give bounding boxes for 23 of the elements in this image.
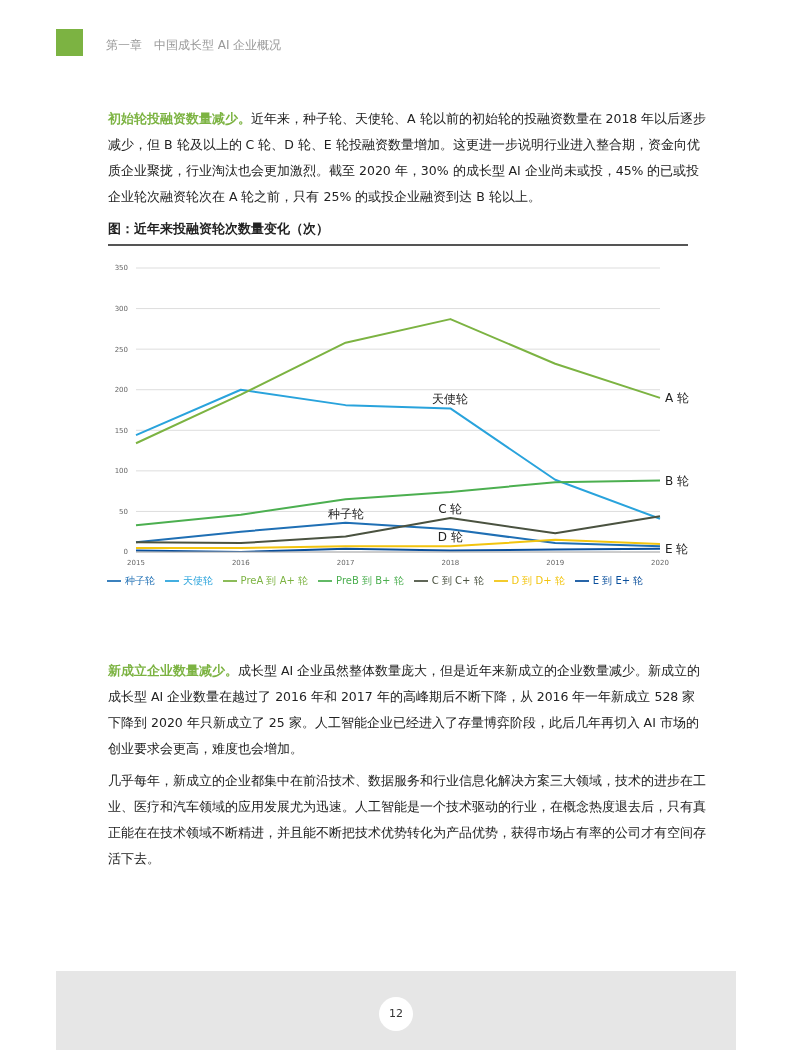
legend-label: PreA 到 A+ 轮 [240, 575, 309, 586]
legend-label: 种子轮 [124, 575, 155, 586]
legend-label: 天使轮 [182, 575, 213, 586]
legend-label: D 到 D+ 轮 [511, 575, 565, 586]
chart-title: 图：近年来投融资轮次数量变化（次） [108, 220, 688, 246]
annotation: 天使轮 [432, 392, 469, 407]
annotation: E 轮 [665, 542, 689, 557]
legend-label: PreB 到 B+ 轮 [336, 575, 404, 586]
text: 第一章 中国成长型 AI 企业概况 [106, 37, 282, 54]
legend-label: C 到 C+ 轮 [431, 575, 484, 586]
line-series [135, 318, 661, 445]
text: 新成立企业数量减少。 [108, 663, 238, 678]
annotation: 种子轮 [327, 506, 364, 521]
line-series [135, 479, 661, 527]
annotation: C 轮 [438, 501, 463, 516]
text: 12 [379, 997, 413, 1031]
legend-label: E 到 E+ 轮 [592, 575, 644, 586]
text: 几乎每年，新成立的企业都集中在前沿技术、数据服务和行业信息化解决方案三大领域，技术的进步在工业、医疗和汽车领域的应用发展尤为迅速。人工智能是一个技术驱动的行业，在概念热度退去后，只有真正能在在技术领域不断精进，并且能不断把技术优势转化为产品优势，获得市场占有率的公司才有空间存活下去。 [108, 772, 707, 868]
text: 初始轮投融资数量减少。 [108, 111, 251, 126]
annotation: B 轮 [665, 473, 690, 488]
line-series [135, 388, 661, 520]
annotation: A 轮 [665, 391, 690, 406]
annotation: D 轮 [437, 530, 463, 545]
